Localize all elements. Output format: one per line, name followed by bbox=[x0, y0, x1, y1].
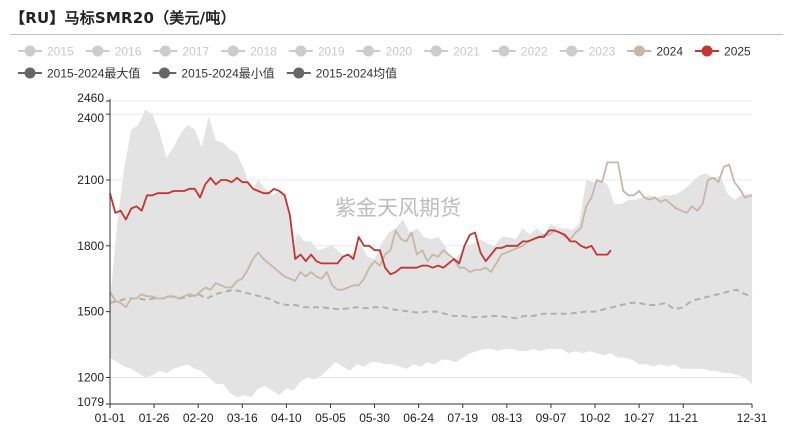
legend-marker-12 bbox=[158, 67, 170, 79]
x-tick-label-9: 08-13 bbox=[491, 411, 522, 425]
y-tick-label-0: 1079 bbox=[77, 395, 104, 409]
x-tick-label-1: 01-26 bbox=[139, 411, 170, 425]
series-lines bbox=[109, 161, 753, 320]
series-line-2024-3 bbox=[109, 161, 753, 309]
legend-label-10: 2025 bbox=[724, 45, 751, 59]
legend-item-2[interactable]: 2017 bbox=[153, 45, 209, 59]
series-line-2025-4 bbox=[109, 176, 612, 276]
legend-marker-7 bbox=[498, 45, 510, 57]
y-tick-label-4: 2100 bbox=[77, 173, 104, 187]
x-tick-label-2: 02-20 bbox=[183, 411, 214, 425]
legend-label-8: 2023 bbox=[589, 45, 616, 59]
x-tick-label-7: 06-24 bbox=[403, 411, 434, 425]
legend-item-6[interactable]: 2021 bbox=[424, 45, 480, 59]
legend-item-1[interactable]: 2016 bbox=[85, 45, 142, 59]
legend-marker-13 bbox=[293, 67, 305, 79]
y-tick-label-3: 1800 bbox=[77, 239, 104, 253]
legend-marker-0 bbox=[24, 45, 36, 57]
legend-label-9: 2024 bbox=[656, 45, 683, 59]
legend-item-11[interactable]: 2015-2024最大值 bbox=[18, 66, 140, 81]
legend-label-4: 2019 bbox=[318, 45, 345, 59]
title-divider bbox=[10, 34, 783, 35]
y-tick-label-6: 2460 bbox=[77, 91, 104, 105]
legend-item-12[interactable]: 2015-2024最小值 bbox=[152, 66, 275, 81]
legend-marker-4 bbox=[295, 45, 307, 57]
x-tick-label-12: 10-27 bbox=[624, 411, 655, 425]
legend-label-5: 2020 bbox=[386, 45, 413, 59]
x-tick-label-5: 05-05 bbox=[315, 411, 346, 425]
legend-marker-8 bbox=[566, 45, 578, 57]
legend-item-5[interactable]: 2020 bbox=[356, 45, 413, 59]
legend-marker-6 bbox=[430, 45, 442, 57]
legend-marker-10 bbox=[701, 45, 713, 57]
band-max-min-area bbox=[110, 109, 752, 398]
legend-label-1: 2016 bbox=[115, 45, 142, 59]
legend-label-12: 2015-2024最小值 bbox=[181, 66, 274, 81]
legend-item-9[interactable]: 2024 bbox=[627, 45, 683, 59]
y-tick-label-5: 2400 bbox=[77, 111, 104, 125]
legend-marker-2 bbox=[159, 45, 171, 57]
legend-marker-1 bbox=[92, 45, 104, 57]
legend: 2015 2016 2017 2018 2019 2020 2021 2022 2023 2024… bbox=[18, 45, 751, 81]
x-tick-label-4: 04-10 bbox=[271, 411, 302, 425]
legend-item-7[interactable]: 2022 bbox=[491, 45, 548, 59]
legend-label-11: 2015-2024最大值 bbox=[47, 66, 140, 81]
y-tick-label-2: 1500 bbox=[77, 305, 104, 319]
legend-marker-3 bbox=[227, 45, 239, 57]
x-tick-label-0: 01-01 bbox=[95, 411, 126, 425]
x-tick-label-8: 07-19 bbox=[447, 411, 478, 425]
legend-label-13: 2015-2024均值 bbox=[316, 66, 397, 81]
watermark: 紫金天风期货 bbox=[335, 196, 461, 220]
x-tick-label-14: 12-31 bbox=[737, 411, 768, 425]
legend-label-0: 2015 bbox=[47, 45, 74, 59]
axes: 1079 1200 1500 1800 2100 2400 2460 01-01 01-26 02… bbox=[77, 91, 767, 425]
chart-title: 【RU】马标SMR20（美元/吨） bbox=[10, 9, 236, 27]
y-tick-label-1: 1200 bbox=[77, 370, 104, 384]
x-tick-label-6: 05-30 bbox=[359, 411, 390, 425]
x-tick-label-3: 03-16 bbox=[227, 411, 258, 425]
x-tick-label-11: 10-02 bbox=[580, 411, 611, 425]
legend-label-3: 2018 bbox=[250, 45, 277, 59]
legend-item-3[interactable]: 2018 bbox=[221, 45, 277, 59]
legend-item-0[interactable]: 2015 bbox=[18, 45, 74, 59]
series-line-2015-2024-2 bbox=[109, 288, 753, 320]
x-tick-label-10: 09-07 bbox=[536, 411, 567, 425]
legend-item-4[interactable]: 2019 bbox=[288, 45, 345, 59]
range-band bbox=[110, 109, 752, 398]
legend-label-6: 2021 bbox=[453, 45, 480, 59]
legend-item-8[interactable]: 2023 bbox=[559, 45, 616, 59]
legend-label-7: 2022 bbox=[521, 45, 548, 59]
legend-marker-11 bbox=[24, 67, 36, 79]
legend-item-13[interactable]: 2015-2024均值 bbox=[286, 66, 397, 81]
legend-label-2: 2017 bbox=[182, 45, 209, 59]
legend-marker-5 bbox=[363, 45, 375, 57]
legend-marker-9 bbox=[633, 45, 645, 57]
legend-item-10[interactable]: 2025 bbox=[695, 45, 751, 59]
x-tick-label-13: 11-21 bbox=[668, 411, 698, 425]
